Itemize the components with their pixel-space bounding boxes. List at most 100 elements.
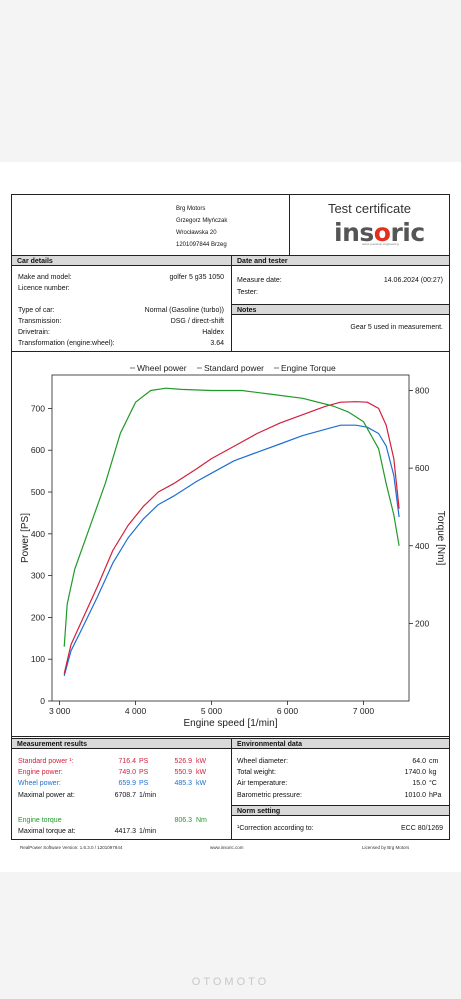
insoric-logo: insoric [334,218,425,247]
company-id-city: 1201097844 Brzeg [176,242,227,248]
top-background [0,0,461,162]
result-value-2: 526.9 [174,758,192,765]
certificate-sheet [0,162,461,872]
otomoto-watermark: OTOMOTO [191,976,270,988]
series-line-engine-torque [63,387,400,647]
env-unit: cm [429,758,439,765]
result-label: Engine torque [18,817,62,824]
result-unit-1: 1/min [139,792,157,799]
y-tick-label: 100 [31,654,45,664]
result-label: Wheel power: [18,780,61,787]
x-tick-label: 4 000 [125,706,147,716]
y-tick-label: 600 [31,445,45,455]
x-tick-label: 7 000 [353,706,375,716]
certificate-frame [11,194,450,840]
result-value-2: 806.3 [174,817,192,824]
result-unit-1: PS [139,769,149,776]
company-block: Brg Motors Grzegorz Młyńczak Wrocławska … [176,203,227,251]
car-type-label: Type of car: [18,307,55,314]
env-unit: kg [429,769,437,776]
result-value-2: 485.3 [174,780,192,787]
x-tick-label: 5 000 [201,706,223,716]
details-divider [231,255,232,351]
result-value-1: 4417.3 [114,828,136,835]
y-tick-label: 200 [31,612,45,622]
y-tick-label: 0 [40,696,45,706]
env-unit: °C [429,780,437,787]
legend-item-2: Engine Torque [281,363,336,373]
x-tick-label: 6 000 [277,706,299,716]
power-chart: 0 100 200 300 400 500 600 700 200 400 600 800 3 000 4… [20,363,446,729]
transmission-value: DSG / direct-shift [170,318,224,325]
company-name: Brg Motors [176,206,206,212]
result-unit-2: kW [196,769,207,776]
env-value: 1010.0 [404,792,426,799]
company-owner: Grzegorz Młyńczak [176,218,228,224]
x-tick-label: 3 000 [49,706,71,716]
certificate-title: Test certificate [327,201,412,216]
y2-tick-label: 200 [415,618,429,628]
chart-bottom-rule [12,736,449,737]
bottom-background [0,872,461,999]
y2-tick-label: 600 [415,463,429,473]
date-tester-header: Date and tester [232,255,449,266]
result-value-1: 6708.7 [114,792,136,799]
result-label: Engine power: [18,769,63,776]
env-value: 15.0 [412,780,426,787]
footer-licensed: Licensed by Brg Motors [362,845,410,850]
transformation-value: 3.64 [210,340,224,347]
norm-value: ECC 80/1269 [400,825,443,832]
header-divider [289,195,290,255]
y2-tick-label: 400 [415,541,429,551]
result-label: Maximal torque at: [18,828,76,835]
y-tick-label: 700 [31,403,45,413]
car-details-header: Car details [12,255,231,266]
env-value: 64.0 [412,758,426,765]
result-label: Maximal power at: [18,792,75,799]
result-value-1: 716.4 [118,758,136,765]
transformation-label: Transformation (engine:wheel): [18,340,115,347]
car-type-value: Normal (Gasoline (turbo)) [144,307,224,314]
result-unit-2: kW [196,780,207,787]
result-value-2: 550.9 [174,769,192,776]
y-tick-label: 500 [31,487,45,497]
env-label: Barometric pressure: [237,792,302,799]
company-street: Wrocławska 20 [176,230,217,236]
chart-top-rule [12,351,449,352]
y-axis-label: Power [PS] [20,513,31,563]
y-tick-label: 300 [31,571,45,581]
environmental-header: Environmental data [232,738,449,749]
footer-software: RealPower Software Version: 1.6.3.0 / 12… [20,845,123,850]
result-unit-2: kW [196,758,207,765]
y2-axis-label: Torque [Nm] [435,511,446,566]
tester-label: Tester: [237,289,259,296]
norm-setting-header: Norm setting [232,805,449,816]
env-label: Total weight: [237,769,276,776]
x-axis-label: Engine speed [1/min] [184,718,278,729]
measurement-results-header: Measurement results [12,738,231,749]
drivetrain-label: Drivetrain: [18,329,50,336]
env-unit: hPa [429,792,442,799]
y-tick-label: 400 [31,529,45,539]
legend-item-1: Standard power [204,363,264,373]
measure-date-label: Measure date: [237,277,282,284]
car-make-label: Make and model: [18,274,72,281]
legend-item-0: Wheel power [137,363,187,373]
series-line-standard-power [63,401,400,674]
y2-tick-label: 800 [415,386,429,396]
env-label: Air temperature: [237,780,288,787]
results-divider [231,738,232,840]
result-label: Standard power ¹: [18,758,74,765]
drivetrain-value: Haldex [202,329,224,336]
notes-text: Gear 5 used in measurement. [350,324,443,331]
licence-label: Licence number: [18,285,70,292]
norm-label: ¹Correction according to: [237,825,314,832]
transmission-label: Transmission: [18,318,62,325]
result-unit-1: PS [139,780,149,787]
car-make-value: golfer 5 g35 1050 [169,274,225,281]
result-unit-1: PS [139,758,149,765]
brand-tagline: swiss precision engineering [362,242,399,246]
footer-website[interactable]: www.insoric.com [210,845,244,850]
result-unit-1: 1/min [139,828,157,835]
env-label: Wheel diameter: [237,758,288,765]
